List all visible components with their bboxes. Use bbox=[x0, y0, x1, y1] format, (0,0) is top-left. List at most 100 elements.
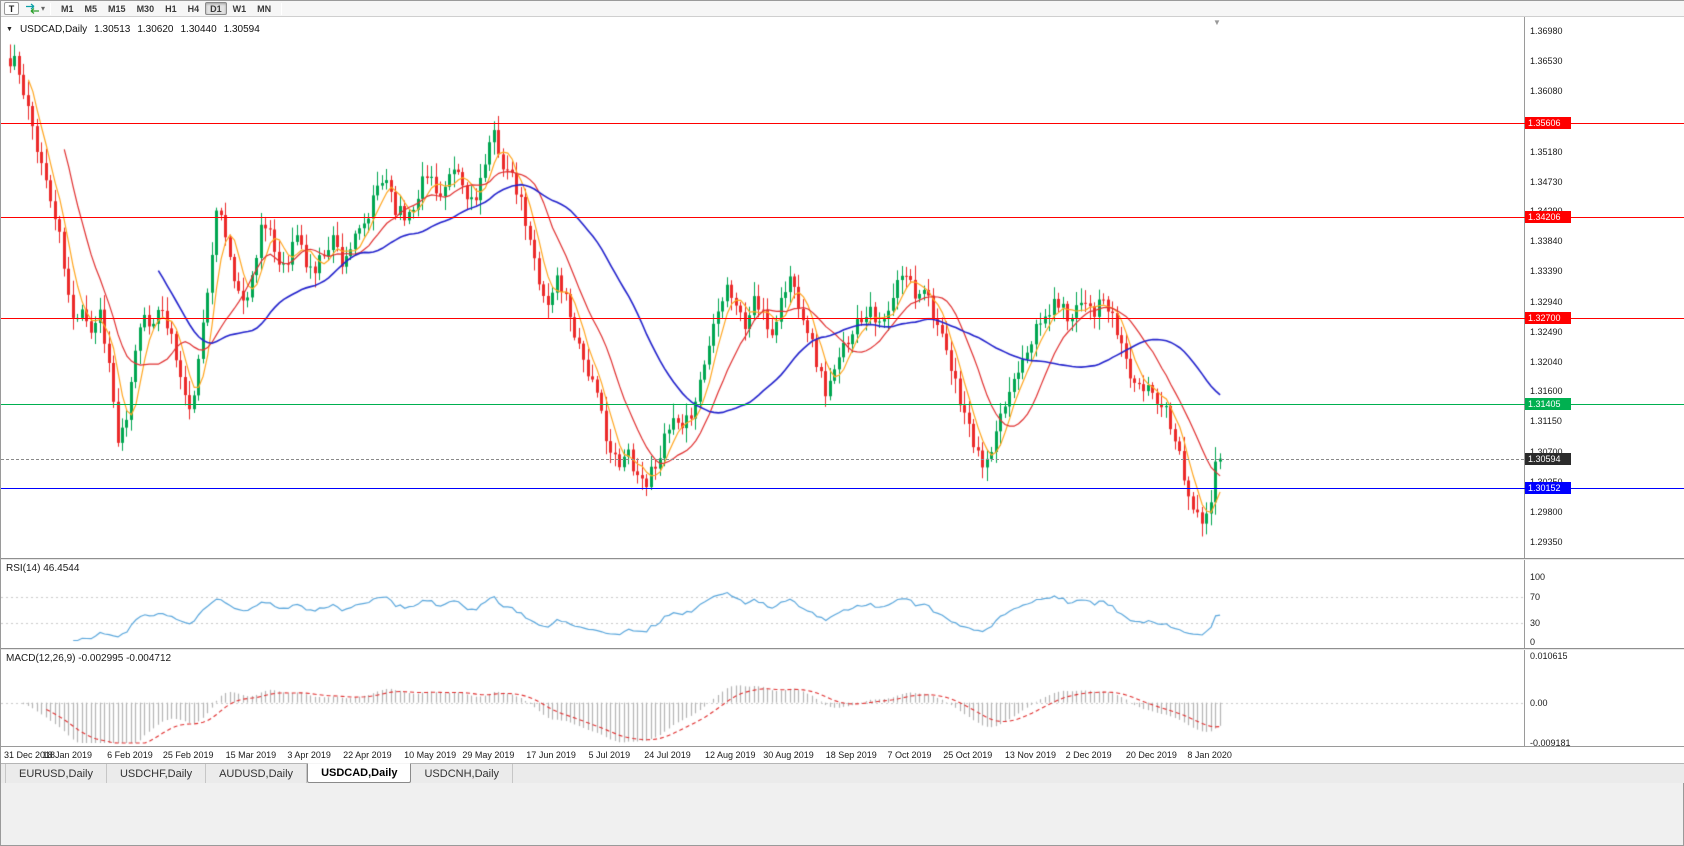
chart-tab-usdcad[interactable]: USDCAD,Daily bbox=[307, 763, 412, 783]
price-axis-label: 1.33390 bbox=[1530, 266, 1563, 277]
toolbar-separator bbox=[281, 2, 283, 15]
timeframe-group: M1 M5 M15 M30 H1 H4 D1 W1 MN bbox=[56, 2, 276, 15]
horizontal-level-line[interactable] bbox=[1, 404, 1684, 405]
price-axis-label: 1.34730 bbox=[1530, 176, 1563, 187]
ohlc-high: 1.30620 bbox=[137, 24, 174, 35]
timeframe-button-w1[interactable]: W1 bbox=[228, 2, 252, 15]
ohlc-low: 1.30440 bbox=[180, 24, 217, 35]
price-axis-label: 1.36530 bbox=[1530, 56, 1563, 67]
axis-separator bbox=[1524, 650, 1525, 746]
chart-shift-marker-icon[interactable]: ▼ bbox=[1213, 18, 1221, 27]
panel-divider[interactable] bbox=[1, 648, 1684, 650]
time-axis[interactable]: 31 Dec 2018 18 Jan 2019 6 Feb 2019 25 Feb 2… bbox=[1, 746, 1684, 763]
price-level-badge: 1.34206 bbox=[1525, 211, 1571, 223]
date-axis-label: 25 Feb 2019 bbox=[162, 750, 214, 760]
rsi-axis-label: 30 bbox=[1530, 618, 1541, 629]
axis-separator bbox=[1524, 560, 1525, 648]
price-axis-label: 1.35180 bbox=[1530, 146, 1563, 157]
date-axis-label: 13 Nov 2019 bbox=[1004, 750, 1056, 760]
chart-tab-usdchf[interactable]: USDCHF,Daily bbox=[107, 764, 207, 783]
chart-symbol-label: USDCAD,Daily bbox=[19, 24, 88, 35]
date-axis-label: 31 Dec 2018 bbox=[4, 750, 56, 760]
price-axis-label: 1.31600 bbox=[1530, 386, 1563, 397]
macd-axis-label: -0.009181 bbox=[1530, 738, 1571, 746]
timeframe-button-h1[interactable]: H1 bbox=[160, 2, 182, 15]
horizontal-level-line[interactable] bbox=[1, 318, 1684, 319]
macd-axis-label: 0.00 bbox=[1530, 697, 1548, 708]
timeframe-button-m15[interactable]: M15 bbox=[103, 2, 131, 15]
dropdown-caret-icon[interactable]: ▾ bbox=[41, 4, 46, 13]
price-axis-label: 1.32490 bbox=[1530, 326, 1563, 337]
current-price-badge: 1.30594 bbox=[1525, 453, 1571, 465]
rsi-axis-label: 100 bbox=[1530, 572, 1546, 582]
date-axis-label: 17 Jun 2019 bbox=[526, 750, 576, 760]
date-axis-label: 18 Sep 2019 bbox=[825, 750, 877, 760]
price-axis-label: 1.36080 bbox=[1530, 86, 1563, 97]
axis-separator bbox=[1524, 17, 1525, 558]
current-price-line bbox=[1, 459, 1524, 460]
price-axis-label: 1.32040 bbox=[1530, 356, 1563, 367]
price-axis-label: 1.30250 bbox=[1530, 477, 1563, 487]
price-chart-canvas[interactable] bbox=[1, 17, 1524, 558]
rsi-label: RSI(14) 46.4544 bbox=[6, 563, 80, 574]
price-axis-label: 1.36980 bbox=[1530, 26, 1563, 36]
horizontal-level-line[interactable] bbox=[1, 123, 1684, 124]
price-level-badge: 1.30152 bbox=[1525, 482, 1571, 494]
price-axis-label: 1.30700 bbox=[1530, 446, 1563, 457]
rsi-panel: RSI(14) 46.4544 100 70 30 0 bbox=[1, 560, 1684, 648]
toolbar: T ▾ M1 M5 M15 M30 H1 H4 D1 W1 MN bbox=[1, 1, 1684, 17]
price-axis-label: 1.29350 bbox=[1530, 537, 1563, 547]
chart-tab-audusd[interactable]: AUDUSD,Daily bbox=[206, 764, 308, 783]
chart-marker-icon: ▼ bbox=[6, 26, 13, 33]
horizontal-level-line[interactable] bbox=[1, 488, 1684, 489]
price-axis-label: 1.32940 bbox=[1530, 296, 1563, 307]
date-axis-label: 24 Jul 2019 bbox=[644, 750, 691, 760]
timeframe-button-mn[interactable]: MN bbox=[252, 2, 276, 15]
arrows-tool-icon[interactable] bbox=[25, 3, 40, 14]
date-axis-label: 7 Oct 2019 bbox=[887, 750, 932, 760]
date-axis-label: 18 Jan 2019 bbox=[42, 750, 93, 760]
date-axis-label: 12 Aug 2019 bbox=[704, 750, 756, 760]
chart-ohlc-readout: ▼ USDCAD,Daily 1.30513 1.30620 1.30440 1… bbox=[6, 24, 260, 35]
price-level-badge: 1.31405 bbox=[1525, 398, 1571, 410]
macd-label: MACD(12,26,9) -0.002995 -0.004712 bbox=[6, 653, 172, 664]
macd-indicator-canvas[interactable] bbox=[1, 650, 1524, 746]
price-level-badge: 1.32700 bbox=[1525, 312, 1571, 324]
date-axis-label: 29 May 2019 bbox=[462, 750, 515, 760]
chart-tab-usdcnh[interactable]: USDCNH,Daily bbox=[411, 764, 514, 783]
timeframe-button-m30[interactable]: M30 bbox=[132, 2, 160, 15]
date-axis-label: 10 May 2019 bbox=[404, 750, 457, 760]
rsi-indicator-canvas[interactable] bbox=[1, 560, 1524, 648]
ohlc-open: 1.30513 bbox=[94, 24, 131, 35]
date-axis-label: 22 Apr 2019 bbox=[343, 750, 392, 760]
chart-tabs-bar: EURUSD,Daily USDCHF,Daily AUDUSD,Daily USDC… bbox=[1, 763, 1684, 783]
templates-button[interactable]: T bbox=[4, 2, 19, 15]
timeframe-button-d1[interactable]: D1 bbox=[205, 2, 227, 15]
price-chart-panel: ▼ ▼ USDCAD,Daily 1.30513 1.30620 1.30440… bbox=[1, 17, 1684, 558]
date-axis-label: 20 Dec 2019 bbox=[1125, 750, 1177, 760]
timeframe-button-m5[interactable]: M5 bbox=[80, 2, 103, 15]
date-axis-label: 30 Aug 2019 bbox=[763, 750, 814, 760]
date-axis-label: 5 Jul 2019 bbox=[588, 750, 631, 760]
date-axis-label: 25 Oct 2019 bbox=[943, 750, 993, 760]
timeframe-button-m1[interactable]: M1 bbox=[56, 2, 79, 15]
price-axis-label: 1.31150 bbox=[1530, 416, 1562, 427]
date-axis-label: 2 Dec 2019 bbox=[1065, 750, 1112, 760]
ohlc-close: 1.30594 bbox=[223, 24, 260, 35]
date-axis-label: 3 Apr 2019 bbox=[287, 750, 331, 760]
macd-axis-label: 0.010615 bbox=[1530, 651, 1568, 661]
rsi-axis-label: 0 bbox=[1530, 637, 1536, 647]
horizontal-level-line[interactable] bbox=[1, 217, 1684, 218]
price-axis-label: 1.33840 bbox=[1530, 236, 1563, 247]
date-axis-label: 6 Feb 2019 bbox=[107, 750, 153, 760]
rsi-axis-label: 70 bbox=[1530, 591, 1541, 602]
price-level-badge: 1.35606 bbox=[1525, 117, 1571, 129]
date-axis-label: 8 Jan 2020 bbox=[1187, 750, 1232, 760]
timeframe-button-h4[interactable]: H4 bbox=[183, 2, 205, 15]
chart-tab-eurusd[interactable]: EURUSD,Daily bbox=[5, 764, 107, 783]
macd-panel: MACD(12,26,9) -0.002995 -0.004712 0.0106… bbox=[1, 650, 1684, 746]
date-axis-label: 15 Mar 2019 bbox=[225, 750, 277, 760]
panel-divider[interactable] bbox=[1, 558, 1684, 560]
price-axis-label: 1.29800 bbox=[1530, 506, 1563, 517]
toolbar-separator bbox=[50, 2, 52, 15]
